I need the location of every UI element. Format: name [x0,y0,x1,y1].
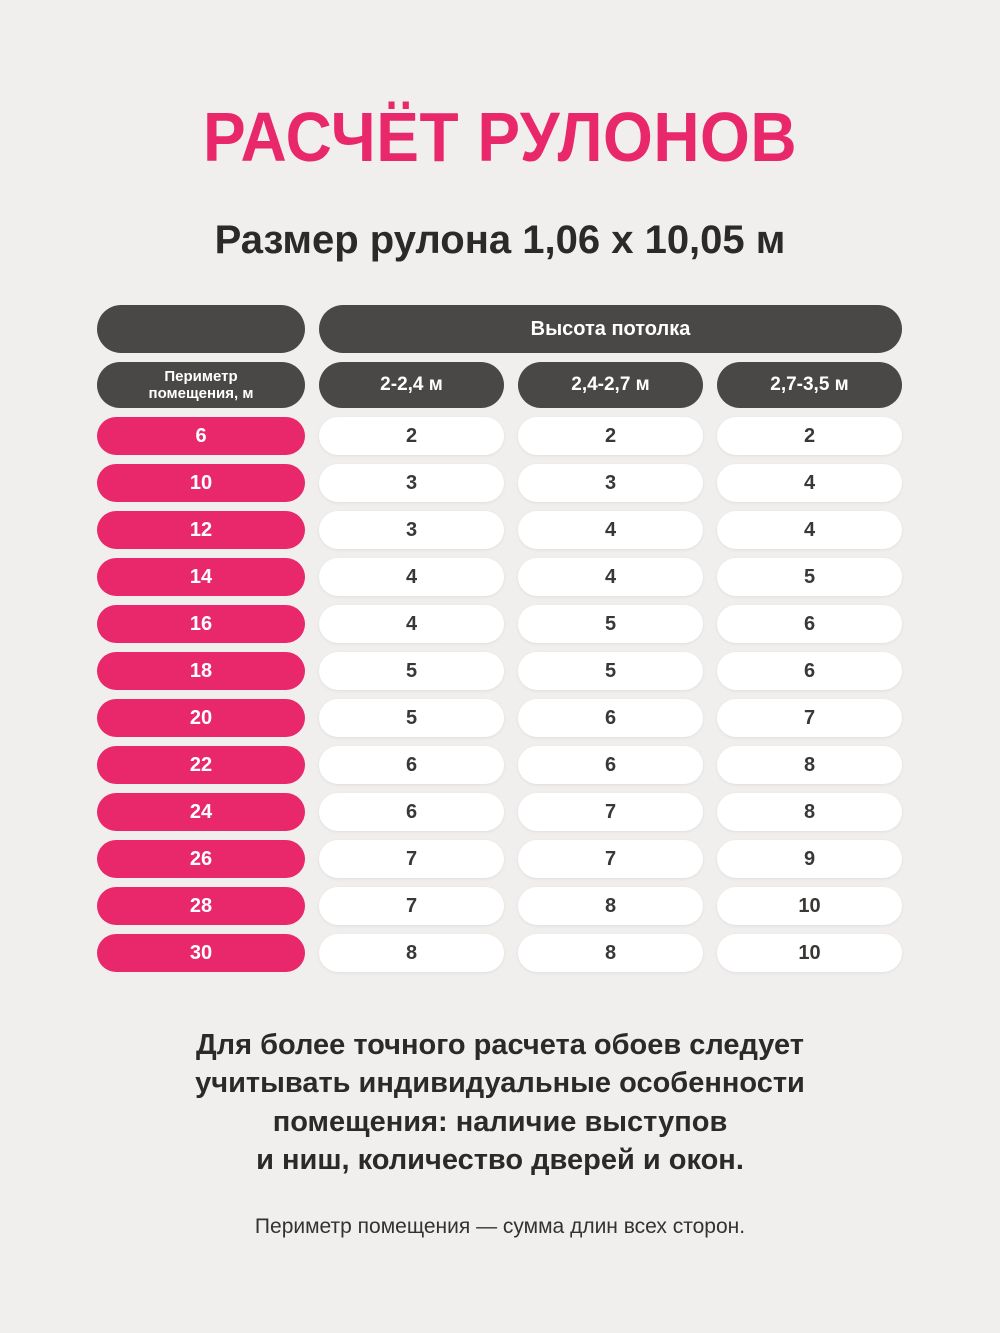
perimeter-cell: 10 [97,464,305,502]
rolls-count-cell: 2 [319,417,504,455]
rolls-count-cell: 10 [717,887,902,925]
footer-note-line2: учитывать индивидуальные особенности [195,1067,805,1100]
rolls-count-cell: 8 [518,887,703,925]
rolls-count-cell: 4 [717,511,902,549]
rolls-count-cell: 6 [319,746,504,784]
footer-note-line4: и ниш, количество дверей и окон. [256,1143,744,1176]
ceiling-height-header: Высота потолка [319,305,902,353]
rolls-count-cell: 5 [319,652,504,690]
column-header-24-27: 2,4-2,7 м [518,362,703,408]
rolls-count-cell: 10 [717,934,902,972]
rolls-table: Высота потолка Периметр помещения, м 2-2… [97,305,903,972]
rolls-count-cell: 7 [518,793,703,831]
rolls-count-cell: 5 [319,699,504,737]
rolls-count-cell: 4 [319,605,504,643]
perimeter-cell: 18 [97,652,305,690]
rolls-count-cell: 8 [717,793,902,831]
rolls-count-cell: 3 [319,511,504,549]
rolls-count-cell: 2 [518,417,703,455]
footer-note-line3: помещения: наличие выступов [272,1105,728,1138]
rolls-count-cell: 7 [717,699,902,737]
wallpaper-roll-infographic: РАСЧЁТ РУЛОНОВ Размер рулона 1,06 х 10,0… [0,98,1000,1239]
rolls-count-cell: 5 [518,605,703,643]
rolls-count-cell: 8 [717,746,902,784]
column-header-27-35: 2,7-3,5 м [717,362,902,408]
perimeter-cell: 28 [97,887,305,925]
perimeter-definition-hint: Периметр помещения — сумма длин всех сто… [254,1215,746,1239]
rolls-count-cell: 2 [717,417,902,455]
rolls-count-cell: 7 [319,840,504,878]
column-header-2-24: 2-2,4 м [319,362,504,408]
perimeter-cell: 26 [97,840,305,878]
rolls-count-cell: 6 [319,793,504,831]
rolls-count-cell: 9 [717,840,902,878]
roll-size-subtitle: Размер рулона 1,06 х 10,05 м [214,218,786,262]
rolls-count-cell: 4 [717,464,902,502]
rolls-count-cell: 4 [319,558,504,596]
perimeter-cell: 20 [97,699,305,737]
rolls-count-cell: 5 [717,558,902,596]
corner-pill [97,305,305,353]
perimeter-cell: 30 [97,934,305,972]
rolls-count-cell: 3 [319,464,504,502]
rolls-count-cell: 8 [319,934,504,972]
rolls-count-cell: 6 [518,699,703,737]
rolls-count-cell: 7 [518,840,703,878]
rolls-count-cell: 6 [518,746,703,784]
rolls-count-cell: 5 [518,652,703,690]
rolls-count-cell: 6 [717,652,902,690]
perimeter-cell: 14 [97,558,305,596]
footer-note: Для более точного расчета обоев следует … [0,1026,1000,1179]
perimeter-header: Периметр помещения, м [97,362,305,408]
perimeter-cell: 24 [97,793,305,831]
perimeter-header-line1: Периметр [164,367,238,385]
perimeter-cell: 12 [97,511,305,549]
page-title: РАСЧЁТ РУЛОНОВ [202,98,798,176]
perimeter-cell: 16 [97,605,305,643]
rolls-count-cell: 4 [518,558,703,596]
perimeter-cell: 22 [97,746,305,784]
rolls-count-cell: 8 [518,934,703,972]
footer-note-line1: Для более точного расчета обоев следует [196,1029,804,1061]
rolls-count-cell: 6 [717,605,902,643]
perimeter-cell: 6 [97,417,305,455]
rolls-count-cell: 3 [518,464,703,502]
rolls-count-cell: 4 [518,511,703,549]
rolls-count-cell: 7 [319,887,504,925]
perimeter-header-line2: помещения, м [148,385,254,402]
